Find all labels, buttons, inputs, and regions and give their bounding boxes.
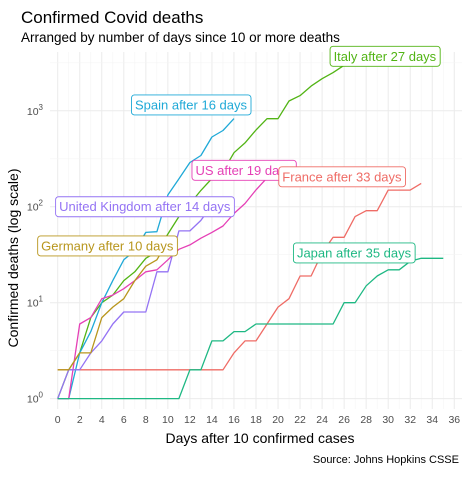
x-tick-label: 6 <box>121 414 127 426</box>
series-label-box <box>131 94 252 116</box>
x-tick-label: 28 <box>360 414 372 426</box>
x-tick-label: 32 <box>404 414 416 426</box>
series-label-france: France after 33 days <box>278 166 406 188</box>
x-tick-label: 20 <box>272 414 284 426</box>
x-tick-label: 26 <box>338 414 350 426</box>
series-line-united-kingdom <box>57 204 213 399</box>
x-tick-label: 22 <box>294 414 306 426</box>
x-tick-label: 24 <box>316 414 328 426</box>
series-label-germany: Germany after 10 days <box>37 235 178 257</box>
chart-title: Confirmed Covid deaths <box>21 8 203 27</box>
series-label-text: France after 33 days <box>282 169 402 184</box>
y-tick-label: 101 <box>27 295 44 310</box>
y-tick-label: 102 <box>27 199 44 214</box>
series-line-spain <box>57 118 235 400</box>
series-label-box <box>329 45 441 67</box>
series-line-germany <box>57 240 169 371</box>
x-tick-label: 16 <box>228 414 240 426</box>
series-label-box <box>292 242 416 264</box>
series-layer <box>57 59 444 400</box>
series-label-text: Italy after 27 days <box>334 49 437 64</box>
x-tick-label: 34 <box>426 414 438 426</box>
series-label-text: Germany after 10 days <box>41 238 174 253</box>
x-tick-label: 0 <box>55 414 61 426</box>
series-label-spain: Spain after 16 days <box>131 94 252 116</box>
series-label-text: United Kingdom after 14 days <box>59 199 231 214</box>
label-layer: Italy after 27 days Spain after 16 days US… <box>37 45 441 264</box>
x-tick-label: 14 <box>206 414 218 426</box>
x-tick-label: 8 <box>143 414 149 426</box>
series-label-united-kingdom: United Kingdom after 14 days <box>55 196 235 218</box>
x-axis-title: Days after 10 confirmed cases <box>165 430 354 446</box>
y-tick-label: 103 <box>27 103 44 118</box>
chart-subtitle: Arranged by number of days since 10 or m… <box>21 30 340 45</box>
y-tick-label: 100 <box>27 391 44 406</box>
series-label-box <box>278 166 406 188</box>
grid-layer <box>50 52 462 409</box>
x-tick-label: 36 <box>448 414 460 426</box>
series-label-box <box>37 235 178 257</box>
series-label-box <box>55 196 235 218</box>
x-tick-label: 2 <box>77 414 83 426</box>
series-line-italy <box>57 59 356 399</box>
x-tick-label: 10 <box>162 414 174 426</box>
series-line-japan <box>57 257 444 400</box>
x-tick-label: 18 <box>250 414 262 426</box>
x-tick-label: 30 <box>382 414 394 426</box>
series-label-text: Japan after 35 days <box>297 245 412 260</box>
series-label-japan: Japan after 35 days <box>292 242 416 264</box>
axis-layer: 0 2 4 6 8 10 12 14 16 18 20 22 24 26 28 30 32 34 361001011… <box>27 103 460 426</box>
source-caption: Source: Johns Hopkins CSSE <box>313 454 459 466</box>
x-tick-label: 12 <box>184 414 196 426</box>
series-label-text: Spain after 16 days <box>135 97 248 112</box>
series-label-italy: Italy after 27 days <box>329 45 441 67</box>
x-tick-label: 4 <box>99 414 105 426</box>
series-label-text: US after 19 days <box>195 163 292 178</box>
y-axis-title: Confirmed deaths (log scale) <box>5 169 21 348</box>
series-line-france <box>57 182 422 371</box>
